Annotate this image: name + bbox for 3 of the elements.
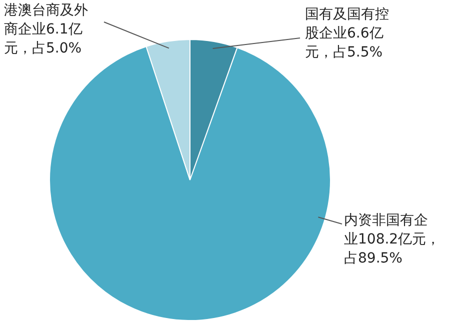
slice-label: 国有及国有控股企业6.6亿元，占5.5%: [305, 6, 389, 61]
slice-label: 港澳台商及外商企业6.1亿元，占5.0%: [4, 2, 88, 57]
slice-label: 内资非国有企业108.2亿元，占89.5%: [344, 212, 440, 267]
